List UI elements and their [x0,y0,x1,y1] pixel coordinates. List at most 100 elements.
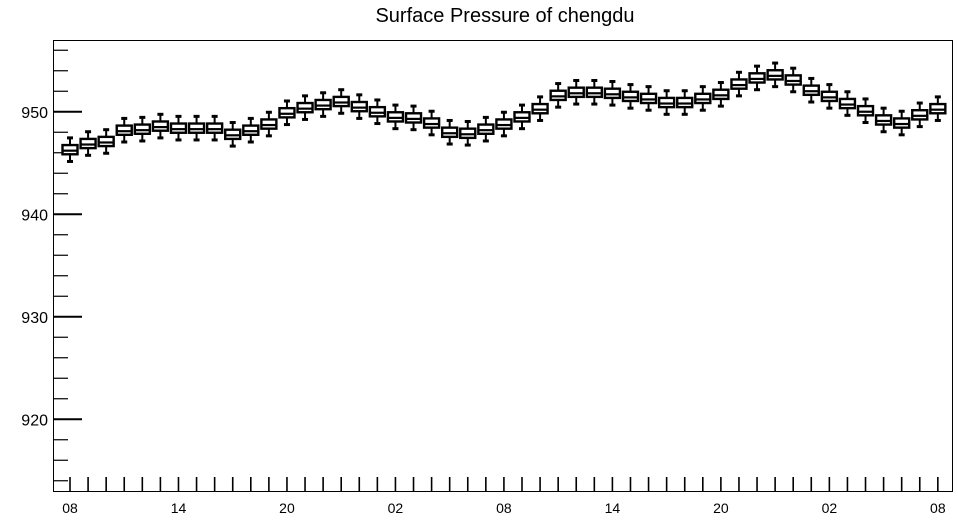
box-cap-upper [410,104,417,108]
box-cap-upper [464,119,471,123]
box-marker [856,97,875,125]
box-cap-lower [591,102,598,106]
box-cap-lower [898,133,905,137]
box-cap-lower [265,134,272,138]
box-marker [639,85,658,112]
x-tick-label: 20 [279,500,295,516]
box-marker [911,101,929,129]
box-cap-upper [826,83,833,87]
box-cap-lower [464,143,471,147]
box-marker [676,89,694,116]
box-cap-lower [772,85,779,89]
box-cap-lower [916,125,923,129]
box-cap-lower [121,140,128,144]
box-cap-upper [772,61,779,65]
box-cap-upper [735,70,742,74]
box-marker [712,81,730,108]
box-cap-upper [663,89,670,93]
box-marker [603,80,622,107]
box-cap-upper [67,136,73,140]
box-marker [549,82,567,109]
box-cap-upper [157,112,164,116]
box-cap-upper [121,116,128,120]
box-cap-lower [67,159,73,163]
box-cap-lower [555,105,562,109]
box-marker [567,78,585,106]
box-cap-lower [320,114,327,118]
box-cap-upper [247,116,254,120]
box-marker [585,78,604,106]
chart-title: Surface Pressure of chengdu [375,5,634,27]
box-marker [657,89,676,116]
box-cap-upper [139,115,146,119]
box-marker [892,109,911,137]
box-cap-upper [229,121,236,125]
box-marker [730,70,748,98]
box-cap-upper [681,89,688,93]
box-cap-upper [482,115,489,119]
box-marker [404,104,423,132]
box-cap-upper [645,85,652,89]
y-tick-label: 920 [21,412,48,429]
y-tick-label: 940 [21,207,48,224]
box-cap-lower [573,102,580,106]
box-cap-upper [916,101,923,105]
box-cap-lower [211,138,218,142]
box-cap-lower [880,130,887,134]
box-cap-lower [699,108,706,112]
box-marker [802,76,820,104]
box-cap-upper [338,88,345,92]
x-tick-label: 14 [171,500,187,516]
box-marker [440,118,459,146]
box-cap-upper [573,78,580,82]
box-marker [260,110,278,138]
box-cap-lower [302,117,309,121]
x-tick-label: 08 [930,500,946,516]
box-marker [368,98,387,126]
box-cap-upper [862,97,869,101]
box-marker [694,85,712,112]
box-cap-lower [85,153,92,157]
box-cap-lower [229,144,236,148]
box-cap-lower [934,118,941,122]
box-cap-lower [717,104,724,108]
box-marker [151,112,170,140]
box-marker [133,115,152,143]
x-tick-label: 14 [605,500,621,516]
box-marker [621,83,640,110]
box-cap-lower [428,133,435,137]
box-cap-lower [663,112,670,116]
box-marker [187,114,206,142]
box-marker [278,99,296,127]
box-cap-upper [934,95,941,99]
box-cap-upper [211,114,218,118]
box-cap-lower [247,140,254,144]
box-cap-lower [157,136,164,140]
box-cap-upper [717,81,724,85]
box-cap-upper [880,106,887,110]
box-marker [748,64,766,92]
box-cap-upper [320,91,327,95]
box-marker [61,136,79,163]
box-cap-upper [374,98,381,102]
x-tick-label: 08 [496,500,512,516]
box-marker [97,128,115,155]
box-cap-upper [500,110,507,114]
box-cap-lower [537,118,544,122]
box-cap-upper [103,128,110,132]
y-axis: 920 930 940 950 [21,49,82,482]
box-cap-lower [482,139,489,143]
box-cap-lower [681,112,688,116]
box-cap-lower [392,127,399,131]
box-marker [296,94,314,121]
x-tick-label: 02 [822,500,838,516]
x-tick-label: 02 [388,500,404,516]
box-marker [820,83,839,110]
box-cap-lower [374,122,381,126]
box-marker [766,61,784,89]
box-cap-upper [898,109,905,113]
box-cap-upper [609,80,616,84]
box-marker [513,103,531,131]
box-cap-lower [735,94,742,98]
